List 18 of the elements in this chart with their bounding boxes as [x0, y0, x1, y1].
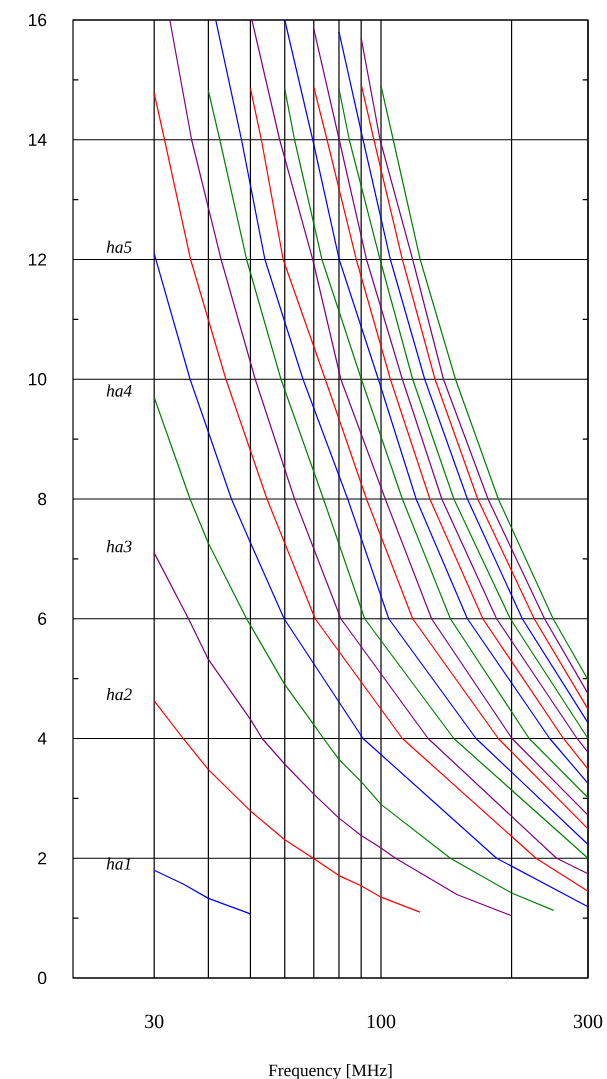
annotation: ha4: [106, 384, 132, 397]
y-tick-label: 16: [29, 13, 47, 27]
x-tick-label: 100: [367, 1014, 396, 1029]
x-tick-label: 30: [145, 1014, 164, 1029]
y-tick-label: 2: [38, 852, 47, 865]
y-tick-label: 0: [37, 971, 47, 985]
annotation: ha2: [106, 688, 132, 701]
annotation: ha1: [106, 857, 131, 870]
annotation: ha3: [106, 540, 132, 553]
x-tick-label: 300: [573, 1014, 603, 1029]
y-tick-label: 14: [29, 133, 47, 146]
y-tick-label: 12: [29, 253, 47, 266]
y-tick-label: 4: [37, 732, 47, 745]
y-tick-label: 6: [38, 612, 47, 625]
x-axis-title: Frequency [MHz]: [268, 1064, 392, 1079]
annotation: ha5: [106, 240, 132, 253]
y-tick-label: 10: [29, 373, 47, 386]
y-tick-label: 8: [38, 492, 47, 506]
